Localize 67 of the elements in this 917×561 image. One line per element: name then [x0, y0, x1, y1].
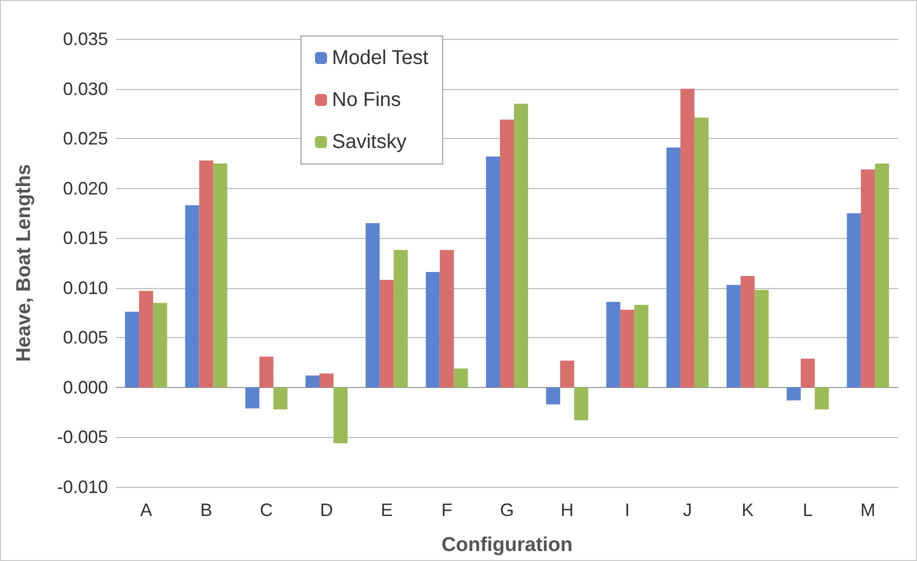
bar	[380, 280, 394, 388]
bar	[440, 250, 454, 388]
y-tick-label: 0.035	[62, 29, 108, 49]
bar	[245, 387, 260, 408]
bar	[153, 302, 168, 388]
y-tick-label: 0.030	[62, 78, 108, 99]
bar	[426, 272, 440, 388]
x-tick-label: F	[441, 500, 452, 520]
bar	[860, 169, 875, 388]
y-tick-label: -0.010	[56, 477, 108, 497]
bar	[125, 312, 140, 388]
x-tick-label: G	[500, 500, 514, 520]
bar	[606, 302, 620, 388]
bar	[786, 387, 801, 400]
bar	[394, 250, 408, 388]
bar	[814, 387, 829, 410]
bar	[574, 387, 588, 420]
y-axis-title: Heave, Boat Lengths	[13, 164, 35, 362]
bar	[454, 368, 468, 388]
bar	[666, 148, 680, 388]
legend-label: No Fins	[332, 89, 401, 111]
x-tick-label: L	[802, 500, 813, 520]
y-tick-label: 0.005	[62, 328, 108, 348]
x-tick-label: M	[860, 500, 876, 520]
bar	[500, 120, 514, 388]
bar	[259, 356, 274, 388]
y-tick-label: 0.025	[62, 128, 108, 149]
bar	[874, 163, 889, 388]
x-tick-label: K	[742, 500, 754, 520]
legend-label: Savitsky	[332, 131, 406, 153]
bar	[320, 374, 334, 388]
bar	[800, 358, 815, 388]
bar	[634, 304, 648, 388]
bar	[185, 205, 200, 388]
legend-label: Model Test	[332, 47, 429, 69]
x-tick-label: C	[260, 500, 273, 520]
y-tick-label: 0.020	[62, 178, 108, 198]
y-tick-label: -0.005	[56, 427, 108, 448]
bar	[560, 360, 574, 388]
bar	[305, 376, 320, 388]
bar	[486, 156, 500, 388]
x-tick-label: E	[380, 500, 393, 520]
bar	[334, 387, 348, 444]
bar	[754, 290, 769, 388]
bar	[680, 88, 694, 388]
bar	[139, 290, 154, 388]
bar	[726, 284, 741, 388]
y-tick-label: 0.010	[62, 278, 108, 298]
y-tick-label: 0.000	[62, 377, 108, 398]
x-axis-title: Configuration	[441, 534, 573, 556]
bar	[740, 276, 755, 388]
bar	[273, 387, 288, 410]
bar	[199, 160, 214, 388]
bar	[546, 387, 560, 404]
x-tick-label: I	[624, 500, 630, 520]
bar	[366, 223, 380, 388]
bar	[846, 213, 861, 388]
x-tick-label: B	[200, 500, 212, 520]
bar	[514, 104, 528, 388]
bar	[620, 310, 634, 388]
x-tick-label: J	[682, 500, 692, 520]
x-tick-label: A	[140, 500, 152, 520]
bar	[213, 163, 228, 388]
y-tick-label: 0.015	[62, 228, 108, 248]
x-tick-label: D	[320, 500, 334, 520]
bar	[694, 118, 709, 388]
x-tick-label: H	[560, 500, 574, 520]
